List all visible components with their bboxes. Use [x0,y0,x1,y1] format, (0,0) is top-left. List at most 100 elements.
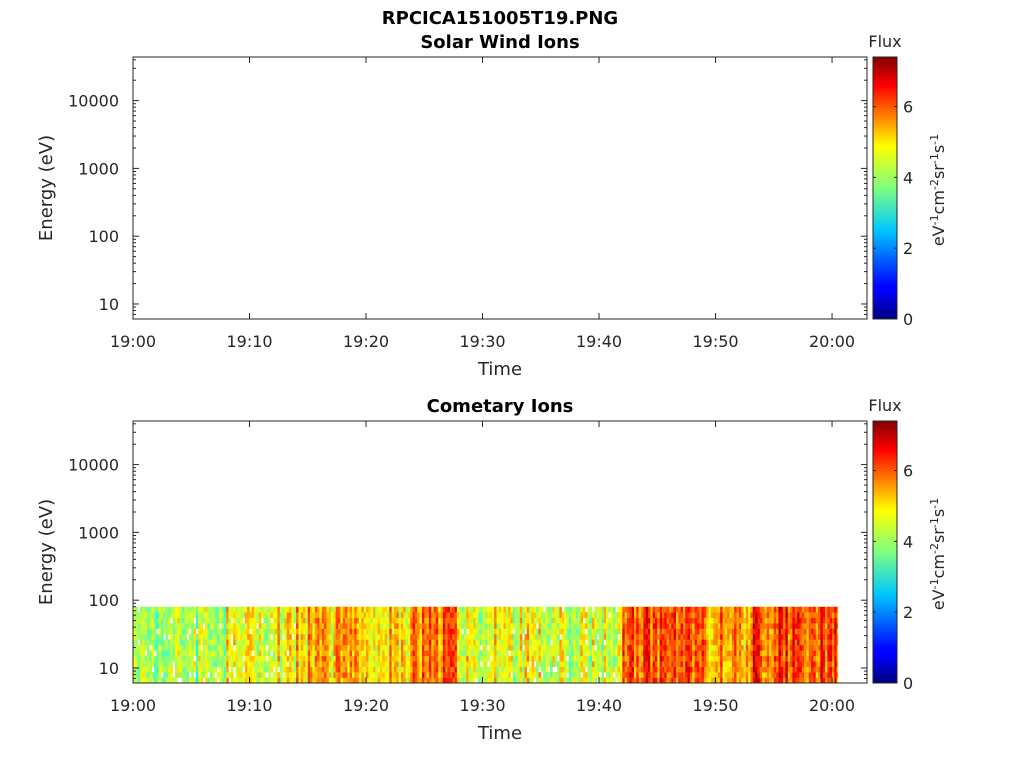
flux-cell [759,666,763,673]
flux-cell [710,655,714,662]
flux-cell [750,606,754,613]
panel-2-title: Cometary Ions [427,396,574,417]
flux-cell [531,628,535,635]
flux-cell [170,612,173,618]
flux-cell [811,650,814,657]
flux-cell [333,628,337,635]
flux-cell [223,672,227,678]
flux-cell [242,612,246,618]
flux-cell [529,612,532,618]
flux-cell [736,606,740,613]
flux-cell [181,677,185,683]
flux-cell [247,639,250,646]
flux-cell [480,639,483,646]
flux-cell [633,672,637,678]
flux-cell [424,628,427,635]
flux-cell [366,672,369,678]
flux-cell [428,606,432,613]
flux-cell [277,650,281,657]
flux-cell [778,606,782,613]
flux-cell [459,666,462,673]
flux-cell [284,661,288,667]
flux-cell [442,628,446,635]
flux-cell [554,655,558,662]
flux-cell [638,644,642,651]
flux-cell [440,655,444,662]
flux-cell [787,650,791,657]
flux-cell [296,661,299,667]
flux-cell [135,677,138,683]
flux-cell [494,606,497,613]
flux-cell [797,639,800,646]
flux-cell [703,666,707,673]
flux-cell [186,661,190,667]
flux-cell [249,623,253,629]
flux-cell [626,661,630,667]
flux-cell [473,606,476,613]
flux-cell [762,644,765,651]
flux-cell [468,606,472,613]
flux-cell [692,617,695,624]
flux-cell [505,633,509,640]
flux-cell [375,655,378,662]
flux-cell [629,612,632,618]
flux-cell [459,644,462,651]
flux-cell [692,633,695,640]
flux-cell [666,612,670,618]
flux-cell [212,639,215,646]
flux-cell [524,639,528,646]
flux-cell [438,672,441,678]
flux-cell [251,633,255,640]
flux-cell [501,644,504,651]
flux-cell [277,612,281,618]
flux-cell [174,672,178,678]
flux-cell [498,644,502,651]
flux-cell [202,666,206,673]
flux-cell [797,672,800,678]
flux-cell [380,633,383,640]
flux-cell [508,677,511,683]
flux-cell [743,655,747,662]
flux-cell [696,606,700,613]
flux-cell [193,633,197,640]
flux-cell [599,617,602,624]
panel-1-axes: 19:00 19:10 19:20 19:30 19:40 19:50 20:0010100… [68,57,867,351]
flux-cell [405,644,409,651]
flux-cell [757,644,761,651]
flux-cell [419,666,423,673]
flux-cell [352,644,355,651]
flux-cell [720,639,723,646]
flux-cell [573,655,577,662]
flux-cell [633,628,637,635]
flux-cell [615,623,618,629]
flux-cell [762,655,765,662]
flux-cell [181,655,185,662]
flux-cell [135,666,138,673]
flux-cell [172,617,176,624]
flux-cell [368,628,371,635]
flux-cell [298,612,302,618]
flux-cell [699,666,702,673]
flux-cell [498,672,502,678]
flux-cell [421,628,425,635]
flux-cell [235,650,239,657]
flux-cell [191,672,194,678]
flux-cell [804,612,807,618]
flux-cell [286,655,290,662]
flux-cell [505,661,509,667]
flux-cell [223,666,227,673]
flux-cell [191,677,194,683]
flux-cell [384,628,388,635]
flux-cell [310,628,313,635]
flux-cell [393,677,397,683]
flux-cell [405,623,409,629]
flux-cell [666,628,670,635]
flux-cell [687,617,691,624]
flux-cell [832,623,835,629]
flux-cell [536,606,539,613]
flux-cell [540,633,544,640]
flux-cell [328,644,332,651]
flux-cell [617,606,621,613]
flux-cell [335,650,339,657]
